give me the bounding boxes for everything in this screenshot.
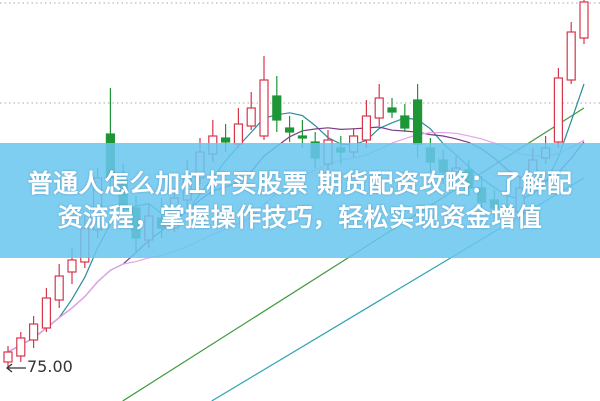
candle-up: [67, 259, 77, 273]
candle-up: [54, 275, 64, 301]
candle-up: [259, 79, 269, 137]
candle-up: [566, 31, 576, 81]
candle-down: [387, 107, 397, 113]
candle-down: [400, 115, 410, 129]
title-banner: 普通人怎么加杠杆买股票 期货配资攻略：了解配 资流程，掌握操作技巧，轻松实现资金…: [0, 143, 600, 258]
candle-up: [29, 323, 39, 341]
candle-down: [285, 127, 295, 133]
candle-down: [297, 135, 307, 139]
candle-up: [553, 77, 564, 143]
title-line-2: 资流程，掌握操作技巧，轻松实现资金增值: [57, 202, 543, 232]
candle-up: [16, 337, 26, 357]
candle-down: [221, 137, 231, 143]
candle-up: [233, 123, 243, 145]
candle-up: [3, 351, 13, 363]
candle-up: [361, 115, 371, 141]
candle-up: [374, 97, 384, 119]
candle-up: [41, 297, 52, 329]
price-marker-label: 75.00: [27, 357, 73, 376]
candle-down: [272, 95, 282, 121]
candle-up: [246, 107, 256, 127]
candle-up: [579, 1, 589, 39]
candle-down: [413, 99, 423, 145]
title-line-1: 普通人怎么加杠杆买股票 期货配资攻略：了解配: [27, 168, 573, 198]
arrow-head-icon: [5, 363, 13, 373]
